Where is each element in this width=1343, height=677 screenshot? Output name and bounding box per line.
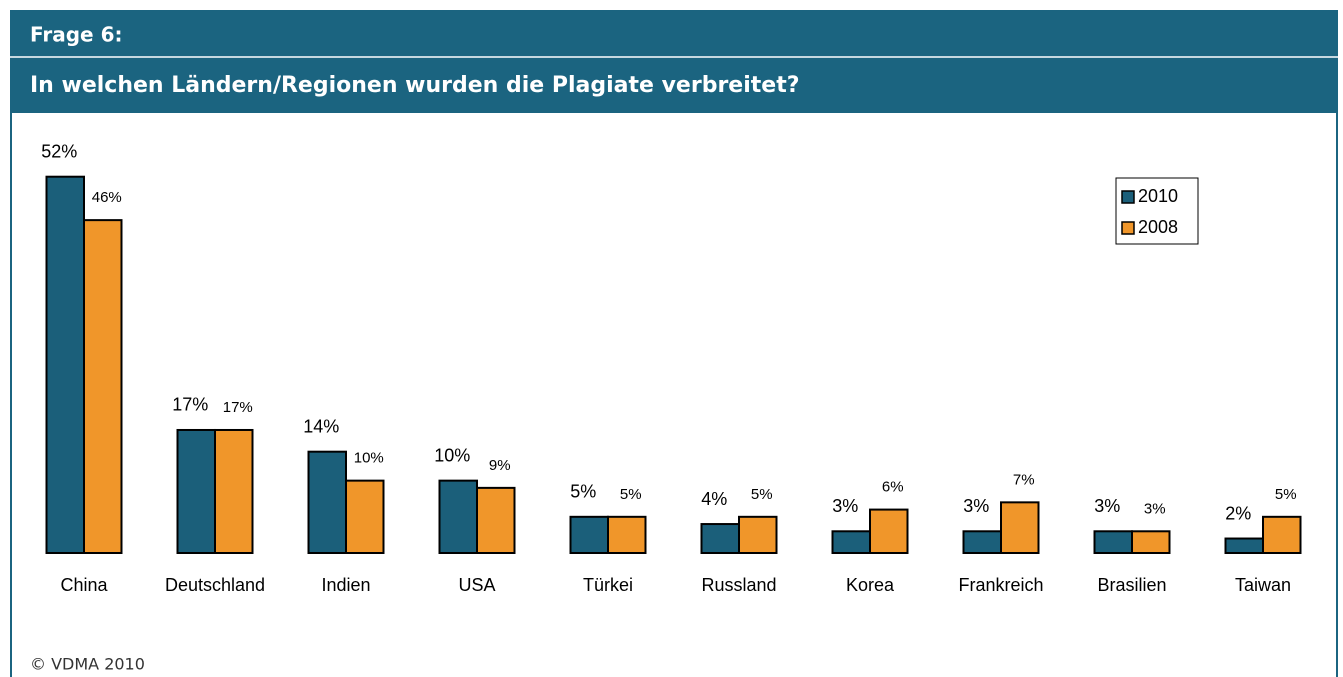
frame — [10, 10, 1338, 677]
x-tick-label: Indien — [321, 575, 370, 595]
data-label: 4% — [701, 489, 727, 509]
bar — [962, 530, 1002, 554]
x-tick-label: Deutschland — [165, 575, 265, 595]
x-tick-label: China — [60, 575, 108, 595]
x-tick-label: Frankreich — [958, 575, 1043, 595]
data-label: 17% — [223, 399, 253, 416]
data-label: 10% — [434, 445, 470, 465]
bar — [1000, 501, 1040, 555]
bar — [700, 523, 740, 555]
legend-swatch — [1121, 221, 1135, 235]
data-label: 17% — [172, 395, 208, 415]
header-band — [10, 10, 1338, 113]
data-label: 2% — [1225, 503, 1251, 523]
data-label: 3% — [963, 496, 989, 516]
bar — [1131, 530, 1171, 554]
data-label: 3% — [832, 496, 858, 516]
data-label: 5% — [1275, 486, 1297, 503]
bar — [307, 450, 347, 555]
legend-label: 2010 — [1138, 186, 1178, 206]
chart-title: In welchen Ländern/Regionen wurden die P… — [30, 73, 799, 98]
data-label: 5% — [620, 486, 642, 503]
footer: © VDMA 2010 — [30, 655, 145, 674]
bar — [176, 428, 216, 554]
data-label: 6% — [882, 479, 904, 496]
bar — [738, 515, 778, 554]
bar — [45, 175, 85, 555]
data-label: 3% — [1094, 496, 1120, 516]
data-label: 46% — [92, 189, 122, 206]
bar — [214, 428, 254, 554]
data-label: 7% — [1013, 471, 1035, 488]
bar — [476, 486, 516, 555]
bar — [1093, 530, 1133, 554]
data-label: 14% — [303, 416, 339, 436]
bar — [1262, 515, 1302, 554]
x-tick-label: USA — [458, 575, 495, 595]
bar — [569, 515, 609, 554]
x-tick-label: Korea — [846, 575, 895, 595]
question-label: Frage 6: — [30, 23, 123, 47]
bar — [1224, 537, 1264, 555]
bar — [83, 219, 123, 555]
x-tick-label: Russland — [701, 575, 776, 595]
bar — [607, 515, 647, 554]
bar — [345, 479, 385, 554]
data-label: 9% — [489, 457, 511, 474]
data-label: 3% — [1144, 500, 1166, 517]
bar — [438, 479, 478, 554]
data-label: 52% — [41, 141, 77, 161]
legend-label: 2008 — [1138, 217, 1178, 237]
data-label: 5% — [751, 486, 773, 503]
bar — [869, 508, 909, 554]
x-tick-label: Brasilien — [1097, 575, 1166, 595]
data-label: 10% — [354, 450, 384, 467]
legend-swatch — [1121, 190, 1135, 204]
bar — [831, 530, 871, 554]
data-label: 5% — [570, 482, 596, 502]
x-tick-label: Taiwan — [1235, 575, 1291, 595]
x-tick-label: Türkei — [583, 575, 633, 595]
